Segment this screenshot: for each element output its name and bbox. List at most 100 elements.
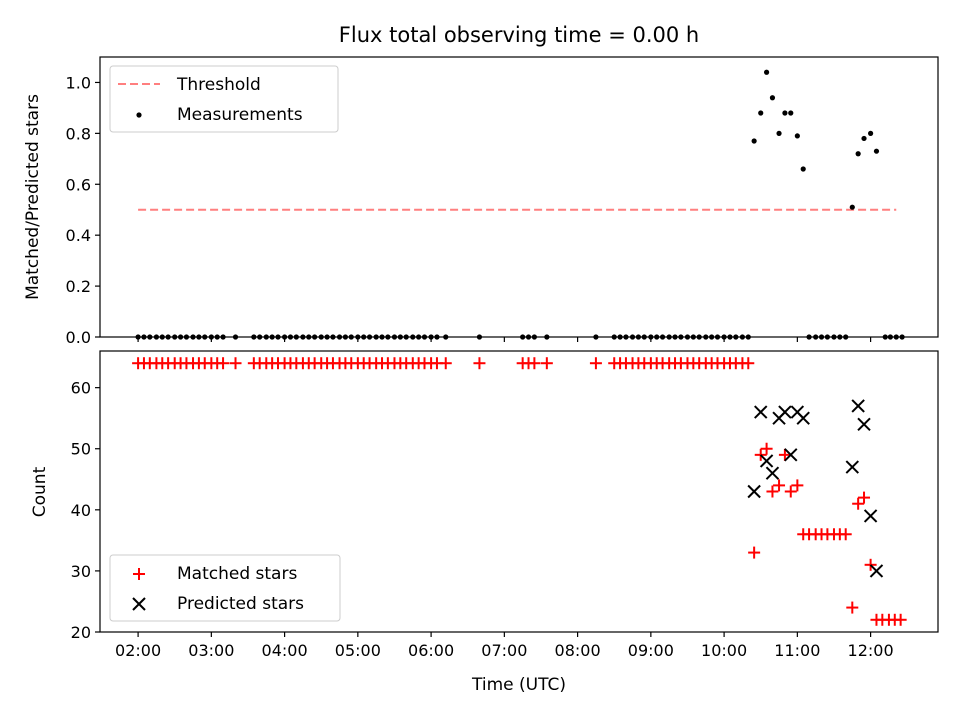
- x-axis-label: Time (UTC): [471, 675, 566, 695]
- predicted-star-stroke: [778, 405, 792, 419]
- predicted-star-marker: [845, 460, 860, 474]
- x-tick-label: 10:00: [701, 641, 747, 660]
- matched-star-marker: [766, 485, 779, 498]
- x-tick-label: 06:00: [408, 641, 454, 660]
- predicted-star-marker: [869, 564, 884, 578]
- x-tick-label: 03:00: [188, 641, 234, 660]
- legend-predicted-label: Predicted stars: [177, 594, 304, 614]
- top-legend-box: [109, 65, 339, 133]
- legend-threshold-label: Threshold: [176, 75, 261, 95]
- measurement-point: [861, 135, 867, 142]
- measurement-point: [763, 69, 770, 75]
- predicted-star-stroke: [857, 417, 871, 432]
- measurement-point: [758, 110, 764, 116]
- matched-star-marker: [858, 491, 871, 504]
- top-axes-frame: [99, 56, 939, 338]
- bottom-axes-frame: [99, 350, 939, 633]
- top-y-tick-label: 0.8: [66, 124, 91, 143]
- legend-predicted-swatch: [132, 597, 146, 611]
- matched-star-marker: [439, 357, 452, 370]
- measurement-point: [782, 110, 788, 116]
- measurement-point: [751, 138, 757, 144]
- predicted-star-marker: [754, 405, 768, 419]
- measurement-point: [873, 148, 880, 154]
- x-tick-label: 11:00: [774, 641, 820, 660]
- predicted-star-stroke: [754, 405, 768, 419]
- matched-star-marker: [473, 357, 486, 370]
- x-tick-label: 12:00: [848, 641, 894, 660]
- x-tick-label: 05:00: [335, 641, 381, 660]
- matched-star-marker: [791, 479, 804, 492]
- legend-matched-label: Matched stars: [177, 564, 297, 584]
- x-tick-label: 02:00: [115, 641, 161, 660]
- matched-star-marker: [773, 479, 786, 492]
- top-y-tick-label: 0.2: [66, 277, 91, 296]
- top-y-tick-label: 0.4: [66, 226, 91, 245]
- predicted-star-stroke: [765, 466, 780, 480]
- matched-star-marker: [839, 528, 852, 541]
- bottom-y-tick-label: 20: [71, 623, 91, 642]
- top-x-ticks: [137, 337, 872, 342]
- bottom-y-tick-label: 40: [71, 501, 91, 520]
- predicted-star-stroke: [869, 564, 884, 578]
- top-panel: 0.0 0.2 0.4 0.6 0.8 1.0 Matched/Predicted sta…: [23, 56, 939, 347]
- predicted-star-marker: [765, 466, 780, 480]
- measurement-point: [849, 204, 855, 210]
- matched-star-marker: [894, 613, 907, 626]
- predicted-star-stroke: [796, 411, 810, 425]
- matched-star-marker: [540, 357, 553, 370]
- bottom-y-ticks: 20 30 40 50 60: [71, 379, 100, 642]
- matched-star-marker: [748, 546, 761, 559]
- matched-star-marker: [852, 497, 865, 510]
- matched-star-marker: [217, 357, 230, 370]
- predicted-star-marker: [759, 454, 774, 468]
- matched-star-marker: [778, 448, 791, 461]
- predicted-star-stroke: [747, 484, 761, 499]
- x-tick-label: 04:00: [262, 641, 308, 660]
- top-y-tick-label: 0.0: [66, 328, 91, 347]
- chart-title: Flux total observing time = 0.00 h: [339, 23, 699, 47]
- x-tick-label: 08:00: [555, 641, 601, 660]
- predicted-star-marker: [784, 448, 798, 462]
- predicted-star-stroke: [863, 509, 878, 523]
- predicted-star-stroke: [851, 399, 865, 413]
- bottom-panel: 20 30 40 50 60 02:00 03:00 04:00 05:00 06:00 07:0…: [30, 350, 939, 695]
- top-y-axis-label: Matched/Predicted stars: [23, 94, 43, 300]
- x-tick-label: 09:00: [628, 641, 674, 660]
- bottom-legend: Matched stars Predicted stars: [109, 554, 341, 622]
- bottom-data-layer: [132, 357, 907, 626]
- predicted-star-stroke: [784, 448, 798, 462]
- measurement-point: [769, 95, 776, 101]
- top-y-ticks: 0.0 0.2 0.4 0.6 0.8 1.0: [66, 73, 100, 347]
- predicted-star-stroke: [759, 454, 774, 468]
- top-legend: Threshold Measurements: [109, 65, 339, 133]
- matched-star-marker: [589, 357, 602, 370]
- bottom-y-tick-label: 60: [71, 379, 91, 398]
- predicted-star-marker: [778, 405, 792, 419]
- measurement-point: [855, 151, 861, 157]
- legend-measurements-label: Measurements: [177, 105, 303, 125]
- predicted-star-marker: [747, 484, 761, 499]
- x-tick-label: 07:00: [481, 641, 527, 660]
- legend-matched-swatch: [133, 568, 145, 580]
- bottom-y-axis-label: Count: [30, 466, 50, 517]
- measurement-point: [794, 133, 800, 139]
- bottom-y-tick-label: 30: [71, 562, 91, 581]
- bottom-y-tick-label: 50: [71, 440, 91, 459]
- predicted-star-marker: [863, 509, 878, 523]
- measurement-point: [788, 110, 794, 116]
- matched-star-marker: [846, 601, 859, 614]
- measurement-point: [776, 130, 782, 136]
- bottom-x-ticks: 02:00 03:00 04:00 05:00 06:00 07:00 08:00 09:00…: [115, 632, 894, 660]
- bottom-legend-box: [109, 554, 341, 622]
- measurement-point: [868, 130, 874, 136]
- predicted-star-marker: [796, 411, 810, 425]
- predicted-star-marker: [851, 399, 865, 413]
- top-y-tick-label: 1.0: [66, 73, 91, 92]
- matched-star-marker: [784, 485, 797, 498]
- predicted-star-marker: [857, 417, 871, 432]
- matched-star-marker: [760, 442, 773, 455]
- matched-star-marker: [528, 357, 541, 370]
- measurement-point: [800, 166, 806, 172]
